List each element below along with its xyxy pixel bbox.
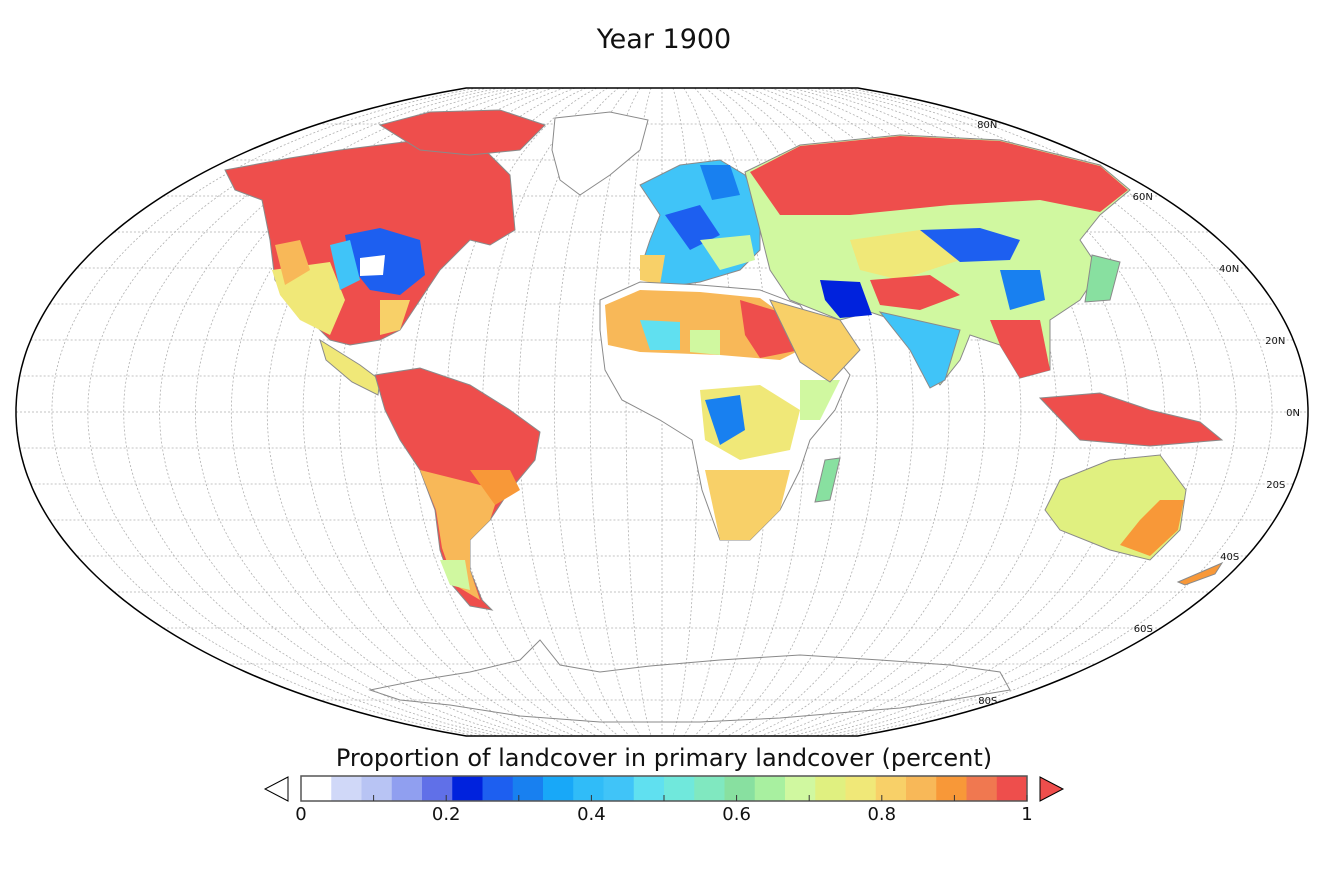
colorbar-segment (301, 776, 332, 801)
latitude-label: 60N (1133, 192, 1153, 203)
latitude-label: 0N (1286, 408, 1300, 419)
meridian-line (589, 88, 641, 736)
colorbar-segment (603, 776, 635, 801)
colorbar-segment (875, 776, 907, 801)
colorbar-tick-label: 0.6 (722, 804, 751, 825)
colorbar-segment (482, 776, 514, 801)
colorbar-segment (331, 776, 362, 801)
meridian-line (553, 88, 630, 736)
colorbar-tick-label: 0.8 (867, 804, 897, 825)
latitude-label: 40N (1219, 264, 1239, 275)
colorbar-segment (754, 776, 786, 801)
colorbar-segment (996, 776, 1028, 801)
india (878, 311, 961, 389)
arabian-peninsula (769, 299, 861, 383)
greenland (551, 111, 649, 196)
meridian-line (123, 88, 499, 736)
colorbar-segment (512, 776, 544, 801)
latitude-label: 80S (978, 696, 997, 707)
colorbar-extend-low (263, 776, 289, 802)
latitude-label: 20N (1265, 336, 1285, 347)
meridian-line (87, 88, 488, 736)
latitude-label: 40S (1220, 552, 1239, 563)
colorbar-tick-label: 1 (1021, 804, 1033, 825)
colorbar-segment (361, 776, 393, 801)
meridian-line (727, 88, 878, 736)
colorbar-extend-high (1039, 776, 1065, 802)
colorbar-segment (815, 776, 846, 801)
latitude-label: 20S (1266, 480, 1285, 491)
colorbar-segment (966, 776, 998, 801)
meridian-line (738, 88, 914, 736)
colorbar-segment (785, 776, 816, 801)
colorbar (263, 775, 1065, 802)
central-america (319, 338, 381, 396)
map-border (15, 87, 1309, 737)
japan (1084, 254, 1121, 303)
colorbar-segment (664, 776, 695, 801)
colorbar-tick-label: 0.2 (431, 804, 461, 825)
colorbar-segment (633, 776, 665, 801)
landmass-layer (224, 109, 1224, 723)
meridian-line (374, 88, 576, 736)
antarctica (368, 639, 1011, 723)
meridian-line (517, 88, 619, 736)
latitude-label: 60S (1134, 624, 1153, 635)
colorbar-segment (724, 776, 756, 801)
madagascar (814, 457, 841, 503)
colorbar-tick-label: 0 (295, 804, 307, 825)
colorbar-segment (452, 776, 483, 801)
new-zealand (1176, 561, 1224, 586)
colorbar-segment (936, 776, 967, 801)
colorbar-label: Proportion of landcover in primary landc… (335, 744, 993, 772)
meridian-line (625, 88, 652, 736)
meridian-line (716, 88, 842, 736)
colorbar-segment (694, 776, 725, 801)
meridian-line (51, 88, 478, 736)
indonesia (1038, 392, 1224, 447)
canadian-arctic-islands (378, 109, 546, 156)
map-title: Year 1900 (596, 24, 732, 55)
colorbar-segment (573, 776, 604, 801)
colorbar-segment (845, 776, 877, 801)
colorbar-tick-label: 0.4 (577, 804, 606, 825)
colorbar-segment (543, 776, 574, 801)
colorbar-segment (391, 776, 423, 801)
meridian-line (748, 88, 950, 736)
latitude-labels: 80N 60N 40N 20N 0N 20S 40S 60S 80S (977, 120, 1300, 707)
colorbar-segment (906, 776, 937, 801)
meridian-line (846, 88, 1273, 736)
colorbar-segment (422, 776, 453, 801)
latitude-label: 80N (977, 120, 997, 131)
